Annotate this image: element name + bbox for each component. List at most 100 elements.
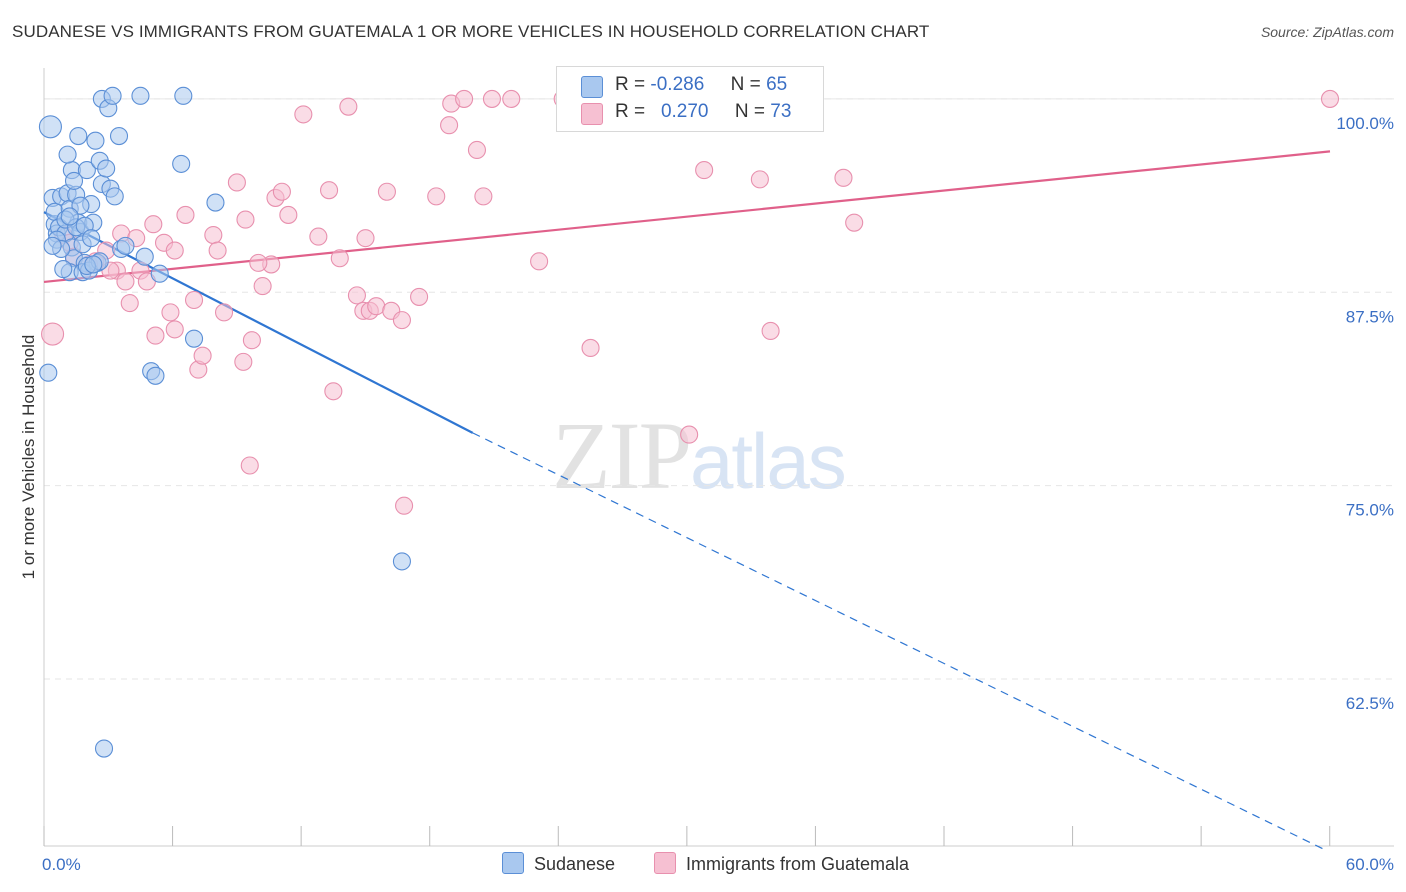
guatemala-point — [272, 182, 291, 201]
sudanese-point — [146, 366, 165, 385]
guatemala-point — [324, 382, 343, 401]
guatemala-point — [116, 272, 135, 291]
chart-title: SUDANESE VS IMMIGRANTS FROM GUATEMALA 1 … — [12, 22, 930, 41]
guatemala-point — [309, 227, 328, 246]
guatemala-point — [392, 311, 411, 330]
sudanese-point — [69, 127, 88, 146]
y-tick-label: 75.0% — [1346, 501, 1394, 520]
guatemala-point — [427, 187, 446, 206]
series-legend: Sudanese Immigrants from Guatemala — [0, 852, 1406, 878]
guatemala-point — [165, 320, 184, 339]
guatemala-point — [395, 496, 414, 515]
sudanese-point — [206, 193, 225, 212]
legend-r-value-sudanese: -0.286 — [650, 74, 705, 95]
guatemala-point — [208, 241, 227, 260]
source-credit: Source: ZipAtlas.com — [1260, 24, 1394, 40]
guatemala-point — [227, 173, 246, 192]
sudanese-point — [60, 207, 79, 226]
legend-r-label: R = — [615, 74, 646, 95]
legend-n-label: N = — [734, 101, 766, 122]
guatemala-point — [249, 253, 268, 272]
sudanese-point — [131, 86, 150, 105]
legend-n-label: N = — [730, 74, 761, 95]
guatemala-point — [320, 181, 339, 200]
guatemala-point — [236, 210, 255, 229]
guatemala-point — [41, 322, 65, 346]
guatemala-point — [410, 287, 429, 306]
legend-label-sudanese: Sudanese — [534, 854, 616, 874]
guatemala-point — [294, 105, 313, 124]
sudanese-point — [105, 187, 124, 206]
guatemala-point — [204, 225, 223, 245]
sudanese-point — [77, 161, 96, 180]
sudanese-swatch — [502, 852, 524, 874]
guatemala-point — [502, 89, 521, 108]
sudanese-point — [84, 255, 103, 274]
guatemala-point — [176, 205, 195, 224]
guatemala-trend-line — [43, 150, 1331, 284]
guatemala-point — [120, 294, 139, 313]
guatemala-point — [234, 352, 253, 371]
sudanese-point — [39, 363, 58, 382]
guatemala-point — [165, 241, 184, 260]
guatemala-point — [330, 249, 349, 268]
sudanese-trend-extension — [472, 432, 1326, 851]
sudanese-swatch — [581, 76, 603, 98]
sudanese-point — [116, 236, 135, 255]
sudanese-point — [392, 552, 411, 571]
sudanese-point — [54, 260, 73, 279]
guatemala-point — [184, 290, 204, 310]
watermark: ZIPatlas — [552, 400, 847, 511]
guatemala-point — [455, 89, 474, 108]
guatemala-point — [1320, 89, 1340, 108]
legend-n-value-sudanese: 65 — [766, 74, 788, 95]
legend-r-label: R = — [615, 101, 646, 122]
sudanese-point — [135, 247, 154, 266]
sudanese-point — [184, 329, 204, 348]
sudanese-point — [150, 264, 169, 283]
sudanese-point — [103, 86, 122, 105]
sudanese-points — [38, 86, 411, 758]
guatemala-point — [530, 252, 549, 271]
y-tick-label: 100.0% — [1336, 114, 1394, 133]
guatemala-point — [356, 229, 375, 248]
guatemala-point — [845, 213, 864, 232]
guatemala-point — [193, 346, 212, 365]
y-tick-label: 62.5% — [1346, 694, 1394, 713]
guatemala-point — [474, 187, 493, 206]
tick-labels: 100.0% 87.5% 75.0% 62.5% 0.0% 60.0% 1 or more … — [19, 114, 1394, 874]
correlation-legend: R = -0.286 N = 65 R = 0.270 N = 73 — [556, 66, 824, 132]
guatemala-swatch — [581, 103, 603, 125]
x-tick-label: 0.0% — [42, 855, 81, 874]
watermark-zip: ZIP — [552, 402, 692, 509]
legend-item-sudanese[interactable]: Sudanese — [502, 852, 615, 875]
legend-item-guatemala[interactable]: Immigrants from Guatemala — [654, 852, 909, 875]
axes — [43, 68, 1394, 847]
sudanese-point — [71, 196, 90, 215]
sudanese-point — [94, 739, 114, 758]
guatemala-points — [41, 89, 1340, 515]
guatemala-point — [240, 456, 259, 475]
y-tick-label: 87.5% — [1346, 307, 1394, 326]
sudanese-point — [38, 115, 62, 139]
guatemala-point — [834, 168, 853, 187]
guatemala-point — [482, 89, 502, 108]
sudanese-point — [109, 127, 129, 146]
x-tick-label: 60.0% — [1346, 855, 1394, 874]
guatemala-point — [146, 326, 165, 345]
sudanese-point — [172, 154, 191, 173]
legend-n-value-guatemala: 73 — [770, 101, 792, 122]
legend-r-value-guatemala: 0.270 — [660, 101, 709, 122]
guatemala-point — [750, 170, 769, 189]
grid-lines — [44, 98, 1394, 680]
guatemala-point — [440, 116, 459, 135]
guatemala-point — [339, 97, 358, 116]
sudanese-point — [43, 236, 62, 255]
guatemala-swatch — [654, 852, 676, 874]
y-axis-title: 1 or more Vehicles in Household — [19, 335, 38, 580]
sudanese-point — [86, 131, 105, 150]
sudanese-point — [97, 159, 116, 178]
guatemala-point — [144, 215, 163, 234]
sudanese-point — [82, 229, 101, 248]
